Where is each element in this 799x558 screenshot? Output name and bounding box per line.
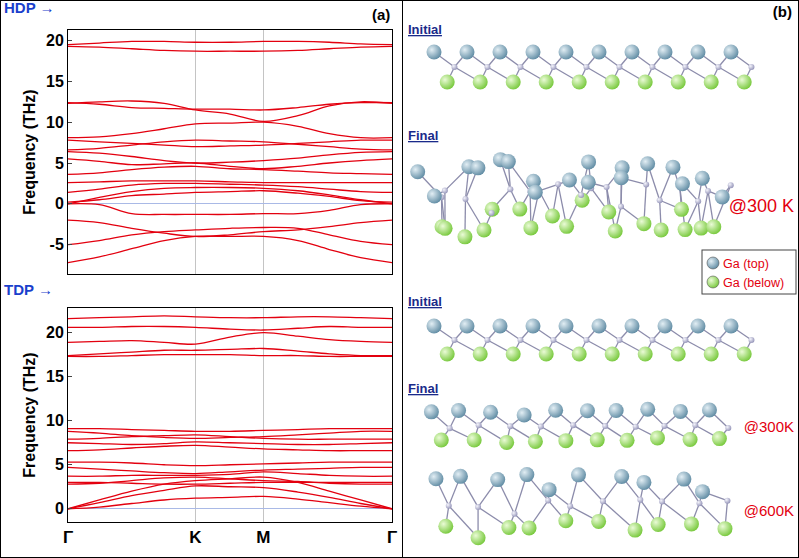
- svg-text:M: M: [256, 528, 270, 547]
- svg-text:Frequency (THz): Frequency (THz): [21, 352, 38, 477]
- svg-text:Ga (below): Ga (below): [723, 276, 784, 290]
- svg-text:@300 K: @300 K: [729, 196, 794, 216]
- svg-text:Γ: Γ: [387, 528, 397, 547]
- svg-text:Γ: Γ: [63, 528, 73, 547]
- svg-text:Frequency (THz): Frequency (THz): [21, 89, 38, 214]
- svg-text:20: 20: [46, 32, 64, 49]
- svg-text:Final: Final: [408, 128, 438, 143]
- svg-text:Ga (top): Ga (top): [723, 257, 769, 271]
- svg-text:0: 0: [55, 500, 64, 517]
- svg-text:-5: -5: [50, 236, 64, 253]
- svg-text:5: 5: [55, 456, 64, 473]
- svg-text:10: 10: [46, 412, 64, 429]
- svg-text:Initial: Initial: [408, 294, 442, 309]
- svg-text:5: 5: [55, 155, 64, 172]
- svg-text:20: 20: [46, 324, 64, 341]
- svg-text:(b): (b): [773, 3, 792, 20]
- svg-text:15: 15: [46, 73, 64, 90]
- svg-text:@300K: @300K: [744, 418, 794, 435]
- svg-text:0: 0: [55, 195, 64, 212]
- svg-text:TDP →: TDP →: [4, 282, 53, 298]
- svg-text:@600K: @600K: [744, 502, 794, 519]
- svg-text:K: K: [189, 528, 202, 547]
- svg-text:10: 10: [46, 114, 64, 131]
- svg-text:Final: Final: [408, 381, 438, 396]
- svg-text:Initial: Initial: [408, 22, 442, 37]
- svg-text:15: 15: [46, 368, 64, 385]
- svg-text:(a): (a): [372, 6, 390, 23]
- svg-text:HDP →: HDP →: [4, 0, 55, 16]
